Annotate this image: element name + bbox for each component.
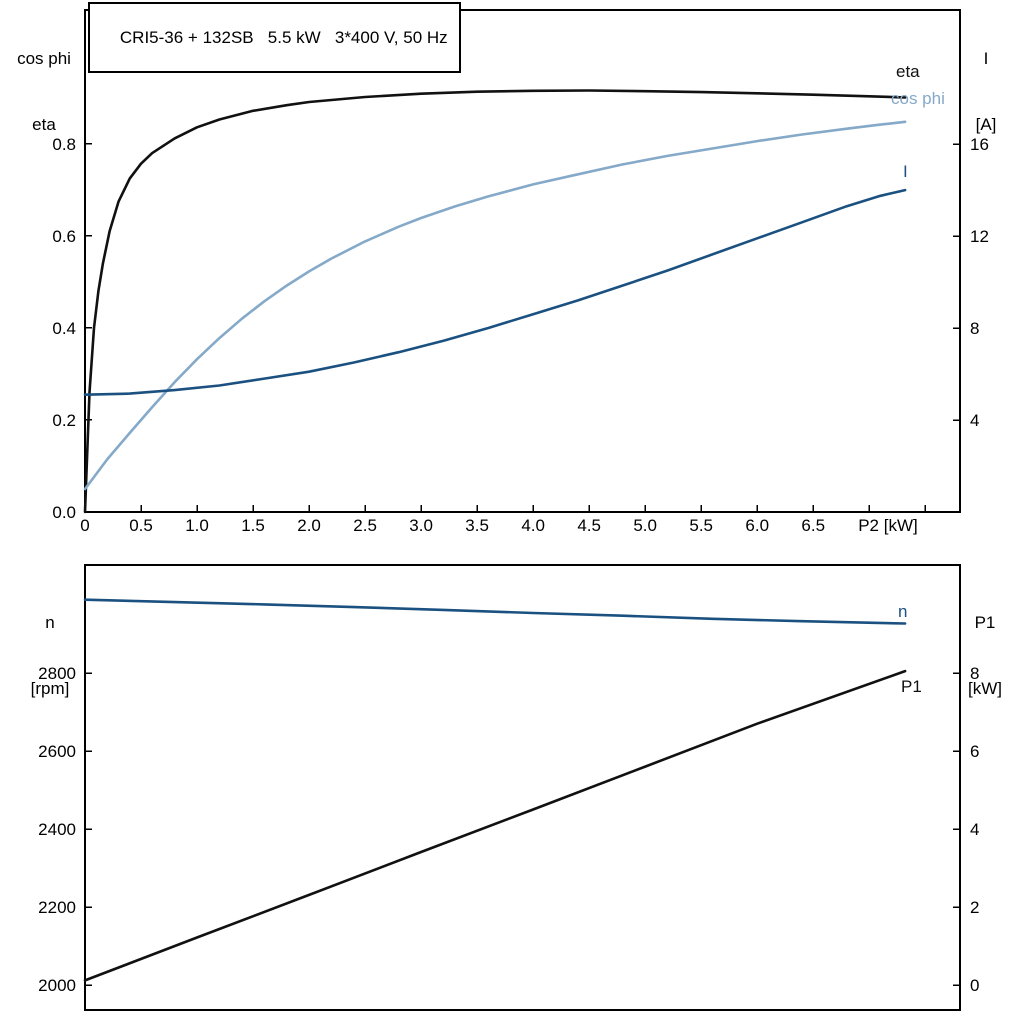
x-tick-label: 5.0 <box>633 516 657 535</box>
bottom-right-axis-title: P1 [kW] <box>950 568 1020 744</box>
x-tick-label: 4.0 <box>521 516 545 535</box>
y-right-tick-label: 4 <box>970 411 979 430</box>
axis-title-p1: P1 <box>974 613 996 632</box>
top-right-axis-title: I [A] <box>956 4 1016 180</box>
x-tick-label: 4.5 <box>577 516 601 535</box>
y-right-tick-label: 0 <box>970 976 979 995</box>
axis-title-cos-phi: cos phi <box>17 49 71 68</box>
y-left-tick-label: 2800 <box>38 664 76 683</box>
y-left-tick-label: 2600 <box>38 742 76 761</box>
y-left-tick-label: 2400 <box>38 820 76 839</box>
x-tick-label: 1.0 <box>185 516 209 535</box>
y-right-tick-label: 2 <box>970 898 979 917</box>
y-right-tick-label: 16 <box>970 135 989 154</box>
y-left-tick-label: 0.2 <box>52 411 76 430</box>
axis-title-ampere-unit: [A] <box>975 115 997 134</box>
chart-title: CRI5-36 + 132SB 5.5 kW 3*400 V, 50 Hz <box>119 28 448 47</box>
plot-frame <box>84 9 961 513</box>
axis-title-kw-unit: [kW] <box>968 679 1002 698</box>
axis-title-speed: n <box>45 613 55 632</box>
curve-label-p1: P1 <box>901 677 922 696</box>
y-left-tick-label: 0.4 <box>52 319 76 338</box>
x-tick-label: 3.5 <box>465 516 489 535</box>
y-left-tick-label: 0.6 <box>52 227 76 246</box>
y-left-tick-label: 0.0 <box>52 503 76 522</box>
axis-title-eta: eta <box>32 115 56 134</box>
x-tick-label: 2.5 <box>353 516 377 535</box>
x-tick-label: 5.5 <box>689 516 713 535</box>
plot-electrical: 0 0.5 1.0 1.5 2.0 2.5 3.0 3.5 4.0 4.5 5.0 5.5 6.0 6.5… <box>52 9 989 535</box>
x-tick-label: 0.5 <box>129 516 153 535</box>
plot-speed-power: 2000 2200 2400 2600 2800 0 2 4 6 8 n P1 <box>38 564 979 1011</box>
axis-title-rpm-unit: [rpm] <box>30 679 70 698</box>
y-left-tick-label: 0.8 <box>52 135 76 154</box>
curve-n <box>83 598 907 625</box>
bottom-left-axis-title: n [rpm] <box>14 568 86 744</box>
x-axis-unit-label: P2 [kW] <box>858 516 918 535</box>
y-left-tick-label: 2000 <box>38 976 76 995</box>
curve-eta <box>83 89 907 514</box>
curve-i <box>83 188 907 396</box>
plot-frame <box>84 564 961 1011</box>
y-right-tick-label: 8 <box>970 319 979 338</box>
curve-label-cos-phi: cos phi <box>891 89 945 108</box>
x-tick-label: 3.0 <box>409 516 433 535</box>
curve-label-n: n <box>898 602 907 621</box>
chart-title-box: CRI5-36 + 132SB 5.5 kW 3*400 V, 50 Hz <box>88 2 461 73</box>
top-left-axis-title: cos phi eta <box>6 4 82 180</box>
axis-title-current: I <box>983 49 989 68</box>
x-tick-label: 6.5 <box>801 516 825 535</box>
x-tick-label: 2.0 <box>297 516 321 535</box>
curve-label-i: I <box>903 162 908 181</box>
curve-label-eta: eta <box>896 62 920 81</box>
y-right-tick-label: 12 <box>970 227 989 246</box>
x-tick-label: 6.0 <box>745 516 769 535</box>
x-tick-label: 1.5 <box>241 516 265 535</box>
y-right-tick-label: 8 <box>970 664 979 683</box>
y-right-tick-label: 6 <box>970 742 979 761</box>
x-tick-label: 0 <box>80 516 89 535</box>
curve-cos-phi <box>83 120 907 491</box>
y-left-tick-label: 2200 <box>38 898 76 917</box>
y-right-tick-label: 4 <box>970 820 979 839</box>
curve-p1 <box>83 669 907 982</box>
